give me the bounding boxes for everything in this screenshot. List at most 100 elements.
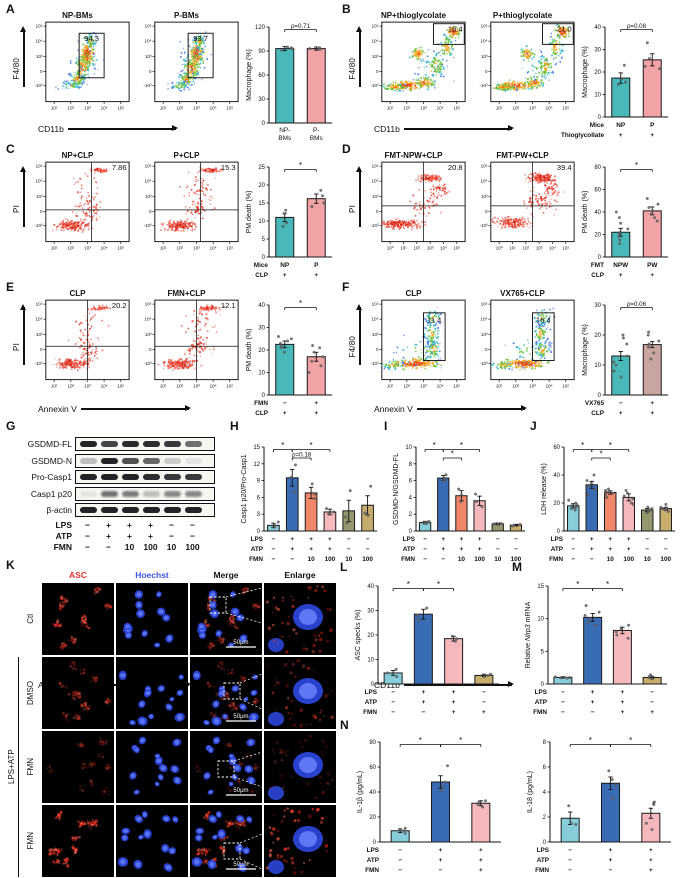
panel-g: G GSDMD-FL GSDMD-N Pro-Casp1 Casp1 p20 β-act… [4,419,228,564]
up-arrow-icon [357,26,362,87]
y-axis-text: F4/80 [12,58,21,80]
svg-text:10²: 10² [413,246,420,251]
flow-plot-title: NP+thioglycolate [380,11,447,20]
svg-text:PW: PW [647,262,658,269]
asc-image [42,657,114,729]
svg-text:10³: 10³ [35,194,42,199]
panel-letter-c: C [6,142,15,156]
blot-band [80,457,97,464]
svg-text:10¹: 10¹ [159,246,166,251]
up-arrow-icon [21,304,26,365]
panel-j: J 0 20 40 60 LDH release (%) * * * LPS − + + + − − ATP −… [528,419,680,564]
blot-band [185,474,202,480]
flow-plot-1: CLP 11.4 10⁵ 10⁴ 10³ 0 -10³ 10¹ 10² 10³ 10⁴ 10⁵ [361,289,467,394]
blot-strip [75,437,215,451]
svg-text:10³: 10³ [193,106,200,111]
svg-text:0: 0 [484,209,487,214]
svg-text:10³: 10³ [480,194,487,199]
svg-text:NP: NP [616,122,626,129]
svg-text:CLP: CLP [255,410,269,417]
flow-plot-title: P+thioglycolate [492,11,553,20]
blot-band [143,507,160,513]
svg-text:NPW: NPW [613,262,629,269]
svg-text:+: + [618,132,622,139]
svg-text:10³: 10³ [535,246,542,251]
svg-text:10¹: 10¹ [50,106,57,111]
panel-letter-f: F [342,280,350,294]
svg-text:10¹: 10¹ [159,384,166,389]
panel-f: F F4/80 CLP 11.4 10⁵ 10⁴ 10³ 0 -10³ 10¹ 10² 10³ 1… [340,280,678,690]
panel-letter-d: D [342,142,351,156]
svg-text:40: 40 [258,303,265,309]
svg-text:0: 0 [148,209,151,214]
svg-text:-10³: -10³ [370,223,379,228]
svg-text:10: 10 [258,219,265,225]
panel-a: A F4/80 NP-BMs 94.3 10⁵ 10⁴ 10³ 0 -10³ 10¹ 10² 1… [4,2,338,142]
column-header-enlarge: Enlarge [284,570,316,580]
svg-text:0: 0 [375,69,378,74]
svg-text:10²: 10² [176,246,183,251]
enlarge-image [264,583,336,655]
svg-text:P: P [650,122,655,129]
svg-text:10³: 10³ [144,54,151,59]
enlarge-image [264,805,336,877]
y-axis-text: PI [12,343,21,351]
bar-chart-e: 0 10 20 30 40 PM death (%) * FMN − + CLP + + [246,299,332,417]
svg-text:10³: 10³ [371,54,378,59]
x-axis-text: CD11b [374,680,400,690]
bar-chart-d: 0 20 40 60 80 PM death (%) * FMT NPW PW CLP + + [582,161,668,279]
flow-plot-svg: 16.4 10⁵ 10⁴ 10³ 0 -10³ 10¹ 10² 10³ 10⁴ 10⁵ [370,21,466,111]
svg-text:94.3: 94.3 [84,34,99,43]
blot-row: GSDMD-FL [8,437,215,451]
flow-y-axis-label: PI [12,165,26,253]
svg-text:0: 0 [39,209,42,214]
panel-c: C PI NP+CLP 7.86 10⁵ 10⁴ 10³ 0 -10³ 10¹ 10² 10³ 1… [4,142,338,414]
flow-plot-title: NP-BMs [62,11,93,20]
svg-text:10⁵: 10⁵ [226,384,233,389]
svg-text:60: 60 [594,188,601,194]
svg-text:Mice: Mice [253,262,268,269]
svg-text:10: 10 [594,93,601,99]
svg-text:10²: 10² [403,106,410,111]
svg-text:25: 25 [258,165,265,171]
svg-text:10³: 10³ [84,106,91,111]
panel-letter-e: E [6,280,15,294]
flow-plot-1: NP-BMs 94.3 10⁵ 10⁴ 10³ 0 -10³ 10¹ 10² 10³ 10⁴ 10⁵ [25,11,131,116]
blot-band [143,457,160,464]
flow-plot-title: CLP [69,289,86,298]
svg-text:*: * [634,161,637,170]
svg-text:10⁵: 10⁵ [480,24,487,29]
svg-text:10⁴: 10⁴ [548,246,555,251]
up-arrow-icon [357,166,362,227]
svg-text:39.4: 39.4 [556,163,571,172]
panel-letter-i: I [384,419,388,433]
svg-text:+: + [314,410,318,417]
flow-plot-svg: 20.2 10⁵ 10⁴ 10³ 0 -10³ 10¹ 10² 10³ 10⁴ 10⁵ [34,299,130,389]
flow-plot-svg: 15.3 10⁵ 10⁴ 10³ 0 -10³ 10¹ 10² 10³ 10⁴ 10⁵ [143,161,239,251]
svg-text:10⁵: 10⁵ [117,106,124,111]
svg-text:10⁴: 10⁴ [144,179,151,184]
blot-band [164,441,181,447]
blot-band [143,441,160,447]
right-arrow-icon [67,125,178,131]
svg-text:10⁴: 10⁴ [144,39,151,44]
svg-text:10⁵: 10⁵ [371,24,378,29]
panel-letter-m: M [512,560,522,574]
blot-band [122,490,139,497]
flow-x-axis-label: CD11b [374,124,514,134]
svg-text:10³: 10³ [35,332,42,337]
blot-band [80,474,97,480]
flow-plot-svg: 94.3 10⁵ 10⁴ 10³ 0 -10³ 10¹ 10² 10³ 10⁴ 10⁵ [34,21,130,111]
svg-text:10⁰: 10⁰ [495,246,502,251]
right-arrow-icon [403,681,514,687]
svg-text:20.2: 20.2 [111,301,126,310]
flow-y-axis-label: PI [12,303,26,391]
panel-k: K ASC Hoechst Merge Enlarge Ctl 50μm LPS+ATP DM… [4,558,338,877]
y-axis-text: F4/80 [348,58,357,80]
flow-plot-2: P-BMs 93.7 10⁵ 10⁴ 10³ 0 -10³ 10¹ 10² 10³ 10⁴ 10⁵ [134,11,240,116]
hoechst-image [116,657,188,729]
blot-band [122,457,139,464]
svg-text:Macrophage (%): Macrophage (%) [246,49,253,101]
